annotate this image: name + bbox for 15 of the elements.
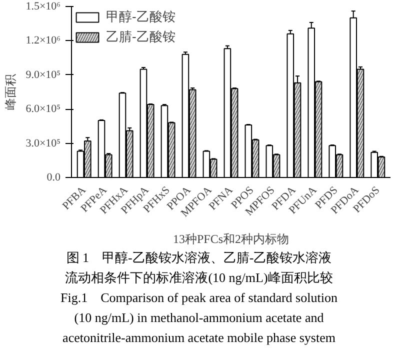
y-tick-label: 1.2×10⁶ <box>26 34 61 47</box>
y-tick-label: 6.0×10⁵ <box>26 103 61 116</box>
text: 流动相条件下的标准溶液(10 ng/mL)峰面积比较 <box>65 270 333 285</box>
x-axis-title: 13种PFCs和2种内标物 <box>172 232 290 246</box>
caption: 图 1 甲醇-乙酸铵水溶液、乙腈-乙酸铵水溶液 <box>66 250 332 265</box>
text: acetonitrile-ammonium acetate mobile phase system <box>62 330 336 345</box>
y-tick-label: 1.5×10⁶ <box>26 0 61 12</box>
legend-label: 甲醇-乙酸铵 <box>106 8 176 26</box>
y-axis-title: 峰面积 <box>4 74 18 110</box>
y-tick-label: 0.0 <box>46 172 61 184</box>
text: (10 ng/mL) in methanol-ammonium acetate and <box>74 310 324 325</box>
caption: Fig.1 Comparison of peak area of standard solution <box>60 290 338 305</box>
y-tick-label: 3.0×10⁵ <box>26 137 61 150</box>
legend-label: 乙腈-乙酸铵 <box>106 28 176 46</box>
y-tick-label: 9.0×10⁵ <box>26 68 61 81</box>
